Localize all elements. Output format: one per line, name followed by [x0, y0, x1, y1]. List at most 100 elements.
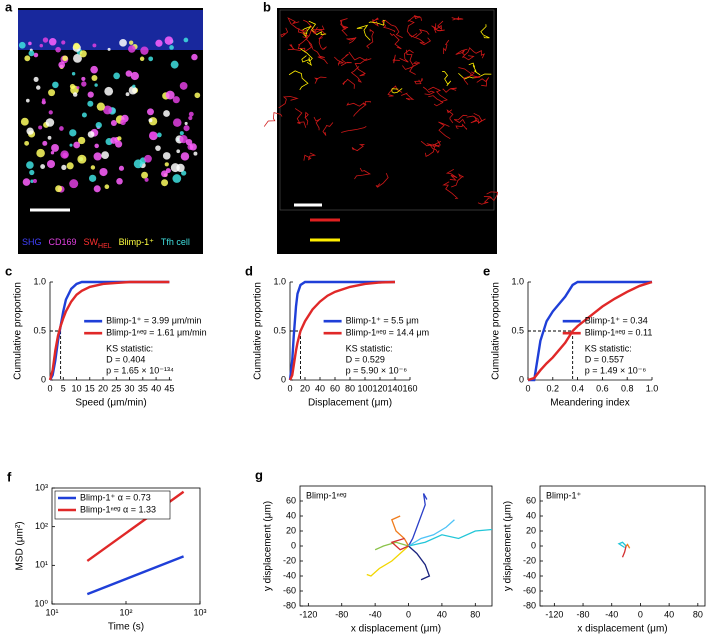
decoration — [462, 48, 475, 61]
legend-text: CD169 — [49, 237, 77, 247]
x-tick-label: 20 — [98, 383, 108, 393]
x-tick-label: 30 — [125, 383, 135, 393]
x-tick-label: 35 — [138, 383, 148, 393]
decoration — [468, 47, 486, 59]
decoration — [470, 71, 481, 79]
decoration — [58, 61, 66, 69]
decoration — [179, 82, 188, 90]
decoration — [148, 56, 154, 62]
decoration — [76, 86, 80, 90]
decoration — [155, 145, 161, 151]
y-axis-label: Cumulative proportion — [253, 282, 264, 380]
decoration — [183, 125, 190, 132]
stat-text: D = 0.557 — [585, 355, 624, 365]
x-tick-label: 80 — [693, 609, 703, 619]
x-tick-label: 20 — [300, 383, 310, 393]
decoration — [61, 164, 67, 171]
legend-label: Tfh cell — [161, 237, 190, 247]
decoration — [42, 98, 46, 102]
decoration — [165, 90, 175, 100]
panel-label: e — [483, 263, 490, 278]
decoration — [118, 165, 125, 171]
decoration — [48, 89, 56, 97]
decoration — [354, 58, 368, 77]
legend-label: Blimp-1ⁿᵉᵍ = 0.11 — [585, 328, 653, 338]
decoration — [104, 184, 110, 190]
x-tick-label: 40 — [315, 383, 325, 393]
decoration — [128, 40, 134, 45]
decoration — [183, 37, 189, 43]
y-tick-label: 20 — [526, 525, 536, 535]
decoration — [69, 143, 73, 147]
decoration — [55, 185, 63, 193]
panel-label: d — [245, 263, 253, 278]
x-tick-label: 80 — [345, 383, 355, 393]
decoration — [119, 38, 127, 47]
decoration — [483, 191, 498, 202]
x-tick-label: 0 — [525, 383, 530, 393]
decoration — [92, 43, 97, 48]
decoration — [52, 81, 59, 89]
decoration — [99, 167, 108, 177]
decoration — [414, 78, 423, 85]
decoration — [366, 28, 374, 49]
y-tick-label: 0.5 — [33, 325, 46, 335]
decoration — [304, 111, 309, 126]
stat-text: D = 0.529 — [346, 355, 385, 365]
decoration — [87, 100, 94, 107]
decoration — [42, 140, 48, 146]
decoration — [33, 76, 39, 82]
decoration — [348, 51, 372, 61]
decoration — [341, 125, 367, 133]
decoration — [20, 117, 29, 126]
panel-label: a — [5, 0, 13, 14]
x-tick-label: 120 — [372, 383, 387, 393]
y-tick-label: 0 — [291, 540, 296, 550]
legend-text: SW — [84, 237, 99, 247]
decoration — [69, 129, 77, 137]
decoration — [79, 50, 87, 58]
decoration — [42, 37, 49, 43]
decoration — [28, 41, 32, 46]
y-axis-label: Cumulative proportion — [491, 282, 502, 380]
decoration — [46, 160, 56, 169]
track — [407, 493, 428, 547]
decoration — [381, 19, 396, 33]
x-tick-label: 25 — [111, 383, 121, 393]
decoration — [48, 38, 57, 46]
stat-text: p = 1.49 × 10⁻⁶ — [585, 366, 647, 376]
decoration — [415, 37, 432, 46]
decoration — [300, 48, 313, 67]
decoration — [399, 49, 414, 63]
decoration — [191, 53, 198, 61]
x-tick-label: 5 — [61, 383, 66, 393]
decoration — [77, 136, 86, 145]
decoration — [164, 162, 169, 167]
x-tick-label: 0.2 — [547, 383, 560, 393]
decoration — [161, 179, 169, 187]
decoration — [93, 152, 102, 161]
stat-text: D = 0.404 — [106, 355, 145, 365]
decoration — [409, 29, 430, 39]
decoration — [94, 83, 98, 87]
decoration — [458, 72, 492, 80]
x-tick-label: 40 — [151, 383, 161, 393]
decoration — [59, 126, 64, 131]
decoration — [38, 125, 43, 130]
decoration — [391, 88, 403, 94]
decoration — [194, 92, 201, 99]
decoration — [107, 47, 111, 51]
legend-label: Blimp-1ⁿᵉᵍ = 1.61 μm/min — [106, 328, 207, 338]
series-line — [48, 280, 170, 381]
decoration — [297, 28, 314, 50]
decoration — [318, 38, 327, 50]
decoration — [125, 92, 130, 97]
decoration — [172, 118, 182, 127]
decoration — [128, 86, 138, 95]
decoration — [340, 53, 352, 66]
track — [408, 519, 455, 547]
y-tick-label: 0.5 — [511, 325, 524, 335]
decoration — [322, 122, 334, 136]
decoration — [120, 119, 126, 126]
